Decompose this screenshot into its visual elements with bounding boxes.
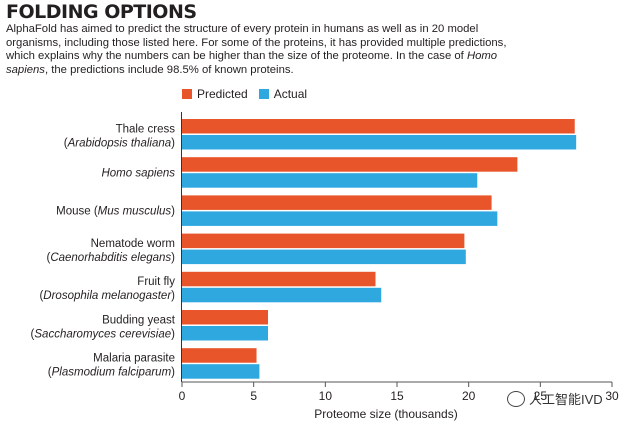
category-paren: (	[31, 328, 35, 340]
category-label-malaria-parasite: Malaria parasite	[93, 352, 175, 364]
chart-description: AlphaFold has aimed to predict the struc…	[6, 23, 526, 77]
category-label-mouse: Mouse (Mus musculus)	[56, 206, 175, 218]
bar-predicted-1	[182, 157, 518, 172]
category-latin-name: Arabidopsis thaliana	[67, 137, 172, 149]
bar-predicted-4	[182, 271, 376, 287]
category-paren: )	[171, 366, 175, 378]
bar-predicted-3	[182, 233, 465, 249]
bar-actual-6	[182, 364, 260, 379]
category-latin-fruit-fly: (Drosophila melanogaster)	[39, 290, 175, 302]
bar-predicted-5	[182, 310, 268, 325]
legend-swatch-actual	[258, 89, 269, 99]
bar-predicted-2	[182, 195, 492, 210]
bar-actual-2	[182, 211, 498, 226]
x-tick-label-5: 5	[250, 389, 257, 403]
legend-item-actual: Actual	[258, 87, 308, 101]
bar-actual-4	[182, 287, 382, 303]
category-paren: )	[171, 290, 175, 302]
legend-label-actual: Actual	[273, 87, 308, 101]
legend-label-predicted: Predicted	[197, 87, 248, 101]
legend: Predicted Actual	[182, 87, 318, 101]
category-paren: (	[46, 252, 50, 264]
category-label-fruit-fly: Fruit fly	[137, 276, 175, 288]
x-tick-label-0: 0	[179, 389, 186, 403]
category-label-homo-sapiens: Homo sapiens	[101, 167, 175, 179]
legend-item-predicted: Predicted	[182, 87, 248, 101]
bar-actual-0	[182, 135, 577, 150]
category-latin-name: Caenorhabditis elegans	[50, 252, 171, 264]
legend-swatch-predicted	[182, 89, 192, 99]
x-tick-label-20: 20	[462, 389, 476, 403]
x-tick-label-15: 15	[390, 389, 404, 403]
bar-actual-1	[182, 173, 478, 188]
category-paren: )	[171, 252, 175, 264]
watermark: 人工智能IVD	[507, 389, 603, 408]
description-part1: AlphaFold has aimed to predict the struc…	[6, 23, 507, 63]
x-tick-label-10: 10	[319, 389, 333, 403]
category-label-nematode-worm: Nematode worm	[91, 238, 175, 250]
category-paren: )	[171, 328, 175, 340]
category-latin-nematode-worm: (Caenorhabditis elegans)	[46, 252, 175, 264]
category-latin-name: Saccharomyces cerevisiae	[34, 328, 171, 340]
category-paren: )	[171, 137, 175, 149]
category-label-budding-yeast: Budding yeast	[102, 314, 176, 326]
category-latin-name: Mus musculus	[98, 206, 172, 218]
wechat-icon	[507, 390, 525, 407]
bar-predicted-6	[182, 348, 257, 363]
category-paren: )	[171, 206, 175, 218]
category-common-name: Mouse (	[56, 206, 98, 218]
x-tick-label-25: 25	[534, 389, 548, 403]
watermark-text: 人工智能IVD	[529, 392, 603, 407]
description-part2: , the predictions include 98.5% of known…	[44, 63, 294, 76]
category-latin-name: Drosophila melanogaster	[43, 290, 172, 302]
category-latin-name: Plasmodium falciparum	[52, 366, 172, 378]
x-axis-label: Proteome size (thousands)	[314, 407, 457, 421]
category-paren: (	[64, 137, 68, 149]
category-latin-thale-cress: (Arabidopsis thaliana)	[64, 137, 175, 149]
category-paren: (	[39, 290, 43, 302]
category-latin-malaria-parasite: (Plasmodium falciparum)	[48, 366, 175, 378]
x-tick-label-30: 30	[605, 389, 619, 403]
bar-predicted-0	[182, 119, 575, 134]
description-italic: Homo sapiens	[6, 50, 498, 76]
bar-actual-5	[182, 326, 268, 341]
chart-title: FOLDING OPTIONS	[6, 1, 197, 23]
bar-actual-3	[182, 249, 466, 265]
category-latin-budding-yeast: (Saccharomyces cerevisiae)	[31, 328, 176, 340]
category-label-thale-cress: Thale cress	[116, 123, 176, 135]
category-paren: (	[48, 366, 52, 378]
